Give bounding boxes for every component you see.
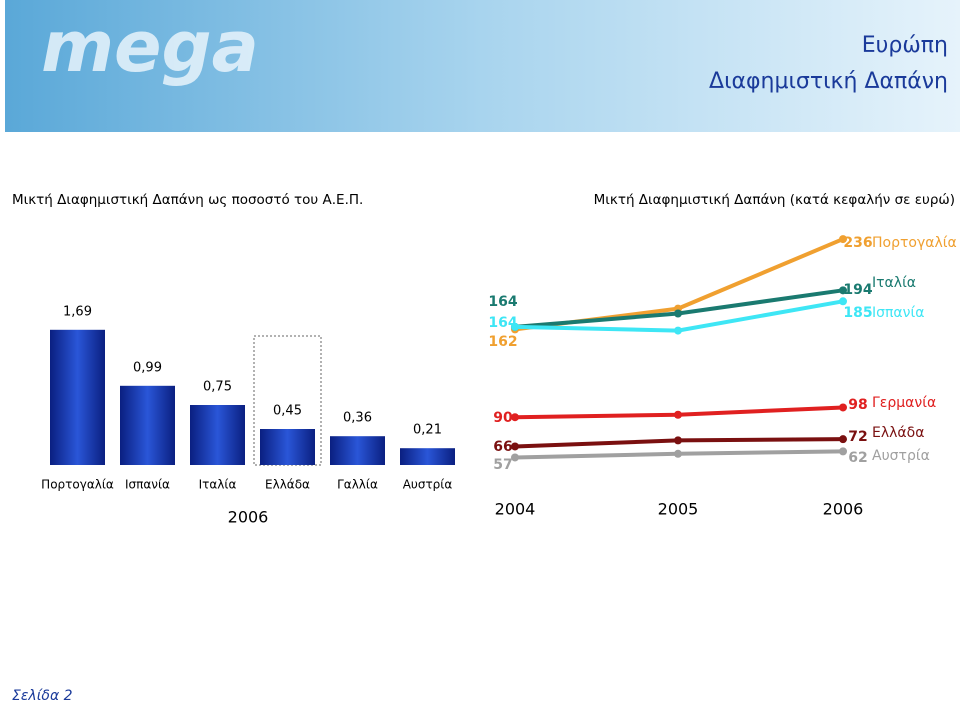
value-label: 236 <box>843 235 872 251</box>
bar <box>190 405 245 465</box>
value-label: 164 <box>488 315 517 331</box>
marker <box>839 403 847 412</box>
marker <box>674 410 682 419</box>
marker <box>839 235 847 244</box>
x-tick-label: Πορτογαλία <box>41 478 114 492</box>
value-label: 194 <box>843 282 872 298</box>
value-label: 0,99 <box>133 360 162 375</box>
marker <box>511 442 519 451</box>
value-label: 162 <box>488 334 517 350</box>
logo: mega <box>41 6 259 88</box>
value-label: 0,36 <box>343 411 372 426</box>
marker <box>839 435 847 444</box>
x-tick-label: Ελλάδα <box>265 478 310 492</box>
value-label: 0,45 <box>273 404 302 419</box>
bar <box>120 385 175 465</box>
x-tick-label: 2004 <box>495 500 536 519</box>
bar <box>50 329 105 465</box>
header-band <box>5 0 960 132</box>
legend-label: Ιταλία <box>872 275 916 291</box>
x-tick-label: 2006 <box>823 500 864 519</box>
x-tick-label: Γαλλία <box>337 478 378 492</box>
value-label: 1,69 <box>63 304 92 319</box>
value-label: 66 <box>493 439 512 455</box>
bar <box>330 436 385 465</box>
legend-label: Αυστρία <box>872 448 930 464</box>
page-number: Σελίδα 2 <box>12 688 73 704</box>
marker <box>674 449 682 458</box>
value-label: 90 <box>493 410 513 426</box>
legend-label: Πορτογαλία <box>872 235 957 251</box>
header-title: Ευρώπη <box>862 33 948 58</box>
legend-label: Γερμανία <box>872 395 936 411</box>
value-label: 185 <box>843 305 872 321</box>
marker <box>674 436 682 445</box>
bar <box>260 429 315 465</box>
bar <box>400 448 455 465</box>
value-label: 57 <box>493 457 512 473</box>
marker <box>839 297 847 306</box>
marker <box>511 453 519 462</box>
value-label: 72 <box>848 429 867 445</box>
marker <box>511 322 519 331</box>
marker <box>674 309 682 318</box>
value-label: 0,75 <box>203 380 232 395</box>
value-label: 0,21 <box>413 423 442 438</box>
x-tick-label: Ισπανία <box>125 478 170 492</box>
chart-title: Μικτή Διαφημιστική Δαπάνη (κατά κεφαλήν … <box>594 192 955 208</box>
value-label: 164 <box>488 294 517 310</box>
value-label: 62 <box>848 450 867 466</box>
legend-label: Ισπανία <box>872 305 924 321</box>
x-tick-label: Αυστρία <box>403 478 453 492</box>
value-label: 98 <box>848 397 867 413</box>
x-axis-label: 2006 <box>228 508 269 527</box>
legend-label: Ελλάδα <box>872 425 924 441</box>
marker <box>839 286 847 295</box>
header-subtitle: Διαφημιστική Δαπάνη <box>709 69 948 94</box>
marker <box>511 413 519 422</box>
marker <box>839 447 847 456</box>
marker <box>674 326 682 335</box>
x-tick-label: Ιταλία <box>199 478 237 492</box>
chart-title: Μικτή Διαφημιστική Δαπάνη ως ποσοστό του… <box>12 192 363 208</box>
x-tick-label: 2005 <box>658 500 699 519</box>
